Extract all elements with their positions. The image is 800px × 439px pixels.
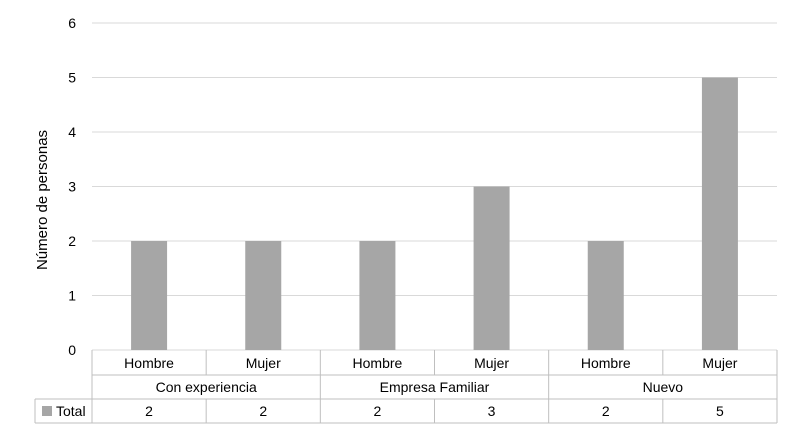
gridlines (92, 22, 777, 351)
bar (587, 241, 624, 350)
y-tick-label: 5 (68, 70, 76, 86)
category-label: Hombre (353, 355, 403, 371)
data-label: 2 (259, 403, 267, 419)
bar (245, 241, 282, 350)
y-tick-label: 4 (68, 124, 76, 140)
data-label: 2 (374, 403, 382, 419)
legend-label: Total (56, 403, 86, 419)
data-label: 5 (716, 403, 724, 419)
y-tick-label: 3 (68, 179, 76, 195)
legend-key (42, 406, 52, 416)
data-label: 2 (602, 403, 610, 419)
data-label: 3 (488, 403, 496, 419)
category-label: Mujer (246, 355, 281, 371)
group-label: Empresa Familiar (380, 379, 490, 395)
group-label: Nuevo (643, 379, 684, 395)
y-tick-label: 1 (68, 288, 76, 304)
bar (701, 77, 738, 350)
bars (131, 77, 738, 350)
data-label: 2 (145, 403, 153, 419)
group-label: Con experiencia (156, 379, 257, 395)
category-label: Mujer (702, 355, 737, 371)
category-label: Mujer (474, 355, 509, 371)
category-label: Hombre (124, 355, 174, 371)
y-tick-label: 6 (68, 15, 76, 31)
y-tick-label: 0 (68, 342, 76, 358)
category-label: Hombre (581, 355, 631, 371)
y-axis-ticks: 0 1 2 3 4 5 6 (68, 15, 76, 358)
bar (131, 241, 168, 350)
bar (473, 186, 510, 350)
y-tick-label: 2 (68, 233, 76, 249)
y-axis-label: Número de personas (34, 130, 51, 270)
bar (359, 241, 396, 350)
data-table: Hombre 2 Mujer 2 Hombre 2 Mujer 3 Hombre 2 Mujer 5 C… (34, 350, 778, 424)
